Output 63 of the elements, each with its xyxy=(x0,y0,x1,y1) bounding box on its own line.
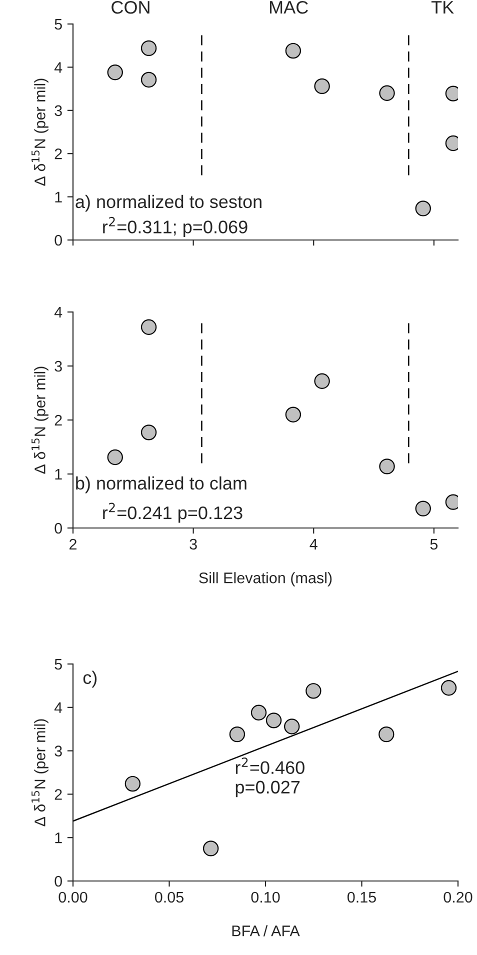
point xyxy=(124,776,141,792)
y-tick-label: 1 xyxy=(55,832,62,844)
annotation: b) normalized to clam xyxy=(76,476,246,494)
text: MAC xyxy=(270,0,308,14)
x-tick-label: 0.00 xyxy=(58,892,88,903)
annotation: r$^{2}$=0.241 p=0.123 xyxy=(103,502,242,523)
point xyxy=(202,840,219,856)
point xyxy=(415,500,431,516)
y-tick-label: 2 xyxy=(54,414,62,426)
point xyxy=(140,72,157,88)
point xyxy=(229,726,246,742)
y-axis-title: Δ δ$^{15}$N (per mil) xyxy=(32,78,48,186)
y-tick-label: 4 xyxy=(54,307,62,318)
point xyxy=(378,726,394,742)
x-tick-label: 5 xyxy=(430,538,438,550)
annotation: r$^{2}$=0.460 p=0.027 xyxy=(236,758,304,798)
point xyxy=(285,406,302,422)
point xyxy=(306,683,322,699)
annotation: c) xyxy=(83,670,97,688)
point xyxy=(284,718,300,734)
y-tick-label: 5 xyxy=(54,659,62,670)
y-tick-label: 5 xyxy=(54,19,62,30)
annotation: a) normalized to seston xyxy=(76,194,262,212)
point xyxy=(140,40,157,56)
y-tick-label: 0 xyxy=(54,876,62,887)
y-tick-label: 3 xyxy=(54,105,62,116)
point xyxy=(140,319,157,335)
point xyxy=(266,712,282,728)
y-tick-label: 0 xyxy=(54,234,62,246)
x-axis-title: Sill Elevation (masl) xyxy=(199,572,332,586)
point xyxy=(440,680,457,696)
x-axis-title: BFA / AFA xyxy=(232,925,300,936)
point xyxy=(285,42,302,59)
point xyxy=(107,449,123,466)
x-tick-label: 4 xyxy=(310,538,318,550)
point xyxy=(314,78,330,94)
y-axis-title: Δ δ$^{15}$N (per mil) xyxy=(32,719,48,826)
point xyxy=(314,373,330,389)
text: TK xyxy=(431,1,454,14)
text: CON xyxy=(112,0,150,14)
y-tick-label: 0 xyxy=(54,522,62,534)
y-tick-label: 2 xyxy=(54,789,62,800)
point xyxy=(140,424,157,440)
x-tick-label: 0.20 xyxy=(444,892,472,903)
point xyxy=(250,704,267,720)
y-tick-label: 3 xyxy=(54,746,62,756)
y-tick-label: 3 xyxy=(54,360,62,372)
point xyxy=(107,64,123,80)
y-tick-label: 1 xyxy=(55,469,62,480)
x-tick-label: 0.05 xyxy=(154,892,184,903)
point xyxy=(415,200,431,216)
y-tick-label: 2 xyxy=(54,148,62,160)
x-tick-label: 0.15 xyxy=(347,892,376,903)
point xyxy=(379,85,395,101)
y-tick-label: 4 xyxy=(54,702,62,713)
y-axis-title: Δ δ$^{15}$N (per mil) xyxy=(32,366,48,474)
x-tick-label: 0.10 xyxy=(251,892,280,903)
y-tick-label: 4 xyxy=(54,62,62,73)
point xyxy=(379,458,395,474)
x-tick-label: 3 xyxy=(190,538,197,550)
y-tick-label: 1 xyxy=(55,192,62,202)
x-tick-label: 2 xyxy=(70,538,76,550)
annotation: r$^{2}$=0.311; p=0.069 xyxy=(103,216,248,237)
